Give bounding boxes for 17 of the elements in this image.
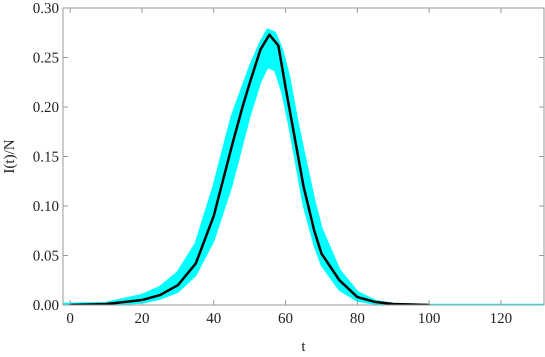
y-axis-title: I(t)/N <box>2 139 18 174</box>
x-axis-title: t <box>301 339 306 355</box>
x-tick-label: 20 <box>134 311 150 327</box>
x-tick-label: 40 <box>206 311 222 327</box>
x-tick-label: 0 <box>66 311 74 327</box>
x-tick-label: 60 <box>278 311 294 327</box>
y-tick-label: 0.25 <box>32 50 59 66</box>
y-tick-label: 0.05 <box>32 248 59 264</box>
y-tick-label: 0.30 <box>32 1 59 17</box>
x-tick-label: 100 <box>418 311 440 327</box>
y-tick-label: 0.10 <box>32 199 59 215</box>
y-tick-label: 0.00 <box>32 298 59 314</box>
y-tick-label: 0.15 <box>32 150 59 166</box>
y-tick-label: 0.20 <box>32 100 59 116</box>
line-series <box>68 33 430 305</box>
x-tick-label: 120 <box>490 311 512 327</box>
x-tick-label: 80 <box>350 311 365 327</box>
